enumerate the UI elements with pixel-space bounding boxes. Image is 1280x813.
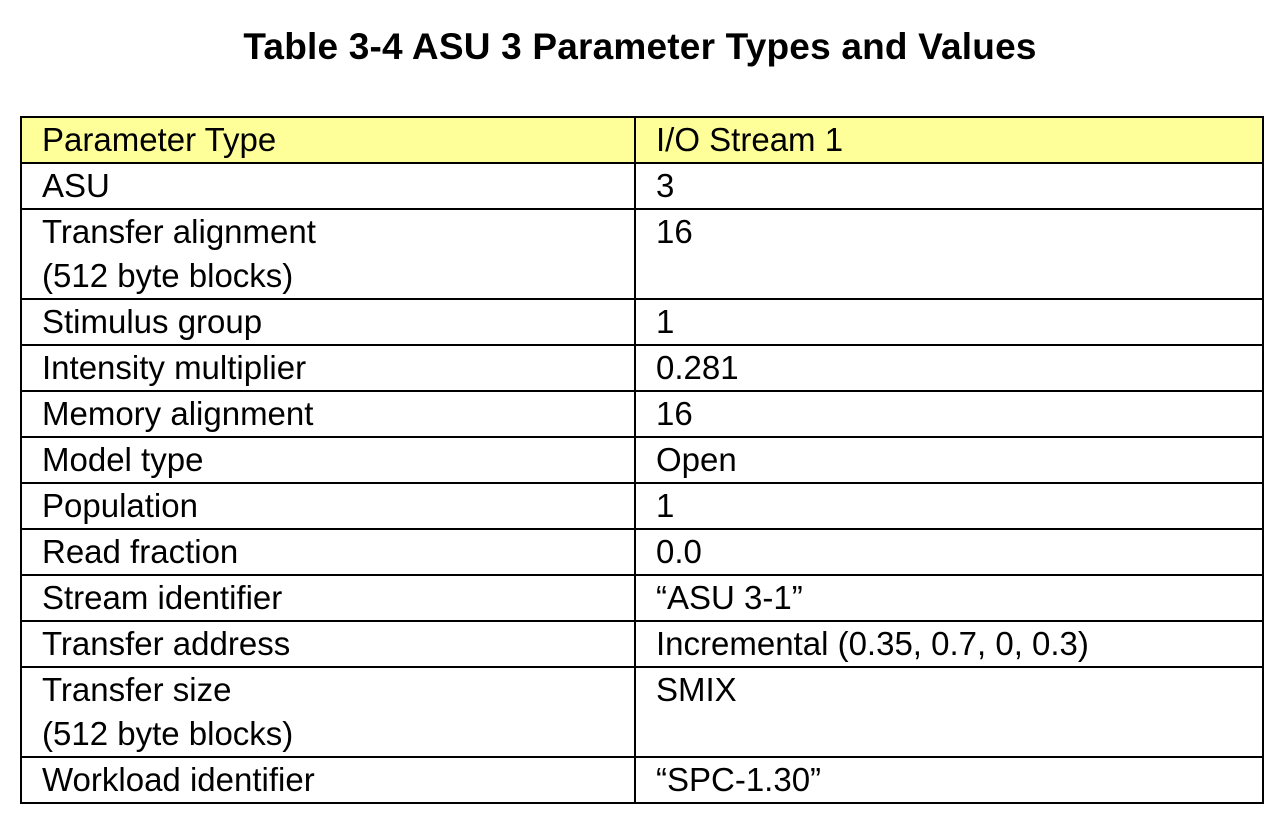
value-cell: Open [634,436,1264,484]
table-row: Workload identifier “SPC-1.30” [20,756,1264,804]
param-label: Population [42,487,198,524]
param-cell: Stimulus group [20,298,636,346]
param-label: Model type [42,441,204,478]
param-label: Transfer size [42,671,232,708]
param-label: Memory alignment [42,395,314,432]
param-label: Read fraction [42,533,239,570]
param-label: Stream identifier [42,579,283,616]
table-row: ASU 3 [20,162,1264,210]
param-cell: Read fraction [20,528,636,576]
table-row: Stimulus group 1 [20,298,1264,346]
param-cell: ASU [20,162,636,210]
param-cell: Transfer size (512 byte blocks) [20,666,636,758]
param-label-line2: (512 byte blocks) [42,257,294,294]
param-cell: Workload identifier [20,756,636,804]
table-row: Model type Open [20,436,1264,484]
table-row: Intensity multiplier 0.281 [20,344,1264,392]
value-cell: 16 [634,390,1264,438]
param-label: ASU [42,167,110,204]
table-row: Memory alignment 16 [20,390,1264,438]
table-row: Stream identifier “ASU 3-1” [20,574,1264,622]
value-cell: “SPC-1.30” [634,756,1264,804]
table-row: Transfer size (512 byte blocks) SMIX [20,666,1264,758]
value-cell: 0.0 [634,528,1264,576]
table-row: Read fraction 0.0 [20,528,1264,576]
table-row: Transfer address Incremental (0.35, 0.7,… [20,620,1264,668]
param-label: Transfer address [42,625,291,662]
param-label: Stimulus group [42,303,263,340]
value-cell: 0.281 [634,344,1264,392]
value-cell: Incremental (0.35, 0.7, 0, 0.3) [634,620,1264,668]
table-row: Population 1 [20,482,1264,530]
param-cell: Memory alignment [20,390,636,438]
param-cell: Transfer address [20,620,636,668]
param-label-line2: (512 byte blocks) [42,715,294,752]
value-cell: 16 [634,208,1264,300]
value-cell: 1 [634,298,1264,346]
value-cell: 1 [634,482,1264,530]
param-label: Transfer alignment [42,213,316,250]
value-cell: “ASU 3-1” [634,574,1264,622]
column-header-parameter-type: Parameter Type [20,116,636,164]
parameter-table: Parameter Type I/O Stream 1 ASU 3 Transf… [20,116,1264,804]
param-cell: Population [20,482,636,530]
param-cell: Stream identifier [20,574,636,622]
value-cell: SMIX [634,666,1264,758]
param-cell: Model type [20,436,636,484]
param-cell: Intensity multiplier [20,344,636,392]
table-row: Transfer alignment (512 byte blocks) 16 [20,208,1264,300]
column-header-io-stream-1: I/O Stream 1 [634,116,1264,164]
value-cell: 3 [634,162,1264,210]
param-label: Workload identifier [42,761,315,798]
param-label: Intensity multiplier [42,349,307,386]
table-header-row: Parameter Type I/O Stream 1 [20,116,1264,164]
table-title: Table 3-4 ASU 3 Parameter Types and Valu… [243,26,1037,67]
param-cell: Transfer alignment (512 byte blocks) [20,208,636,300]
